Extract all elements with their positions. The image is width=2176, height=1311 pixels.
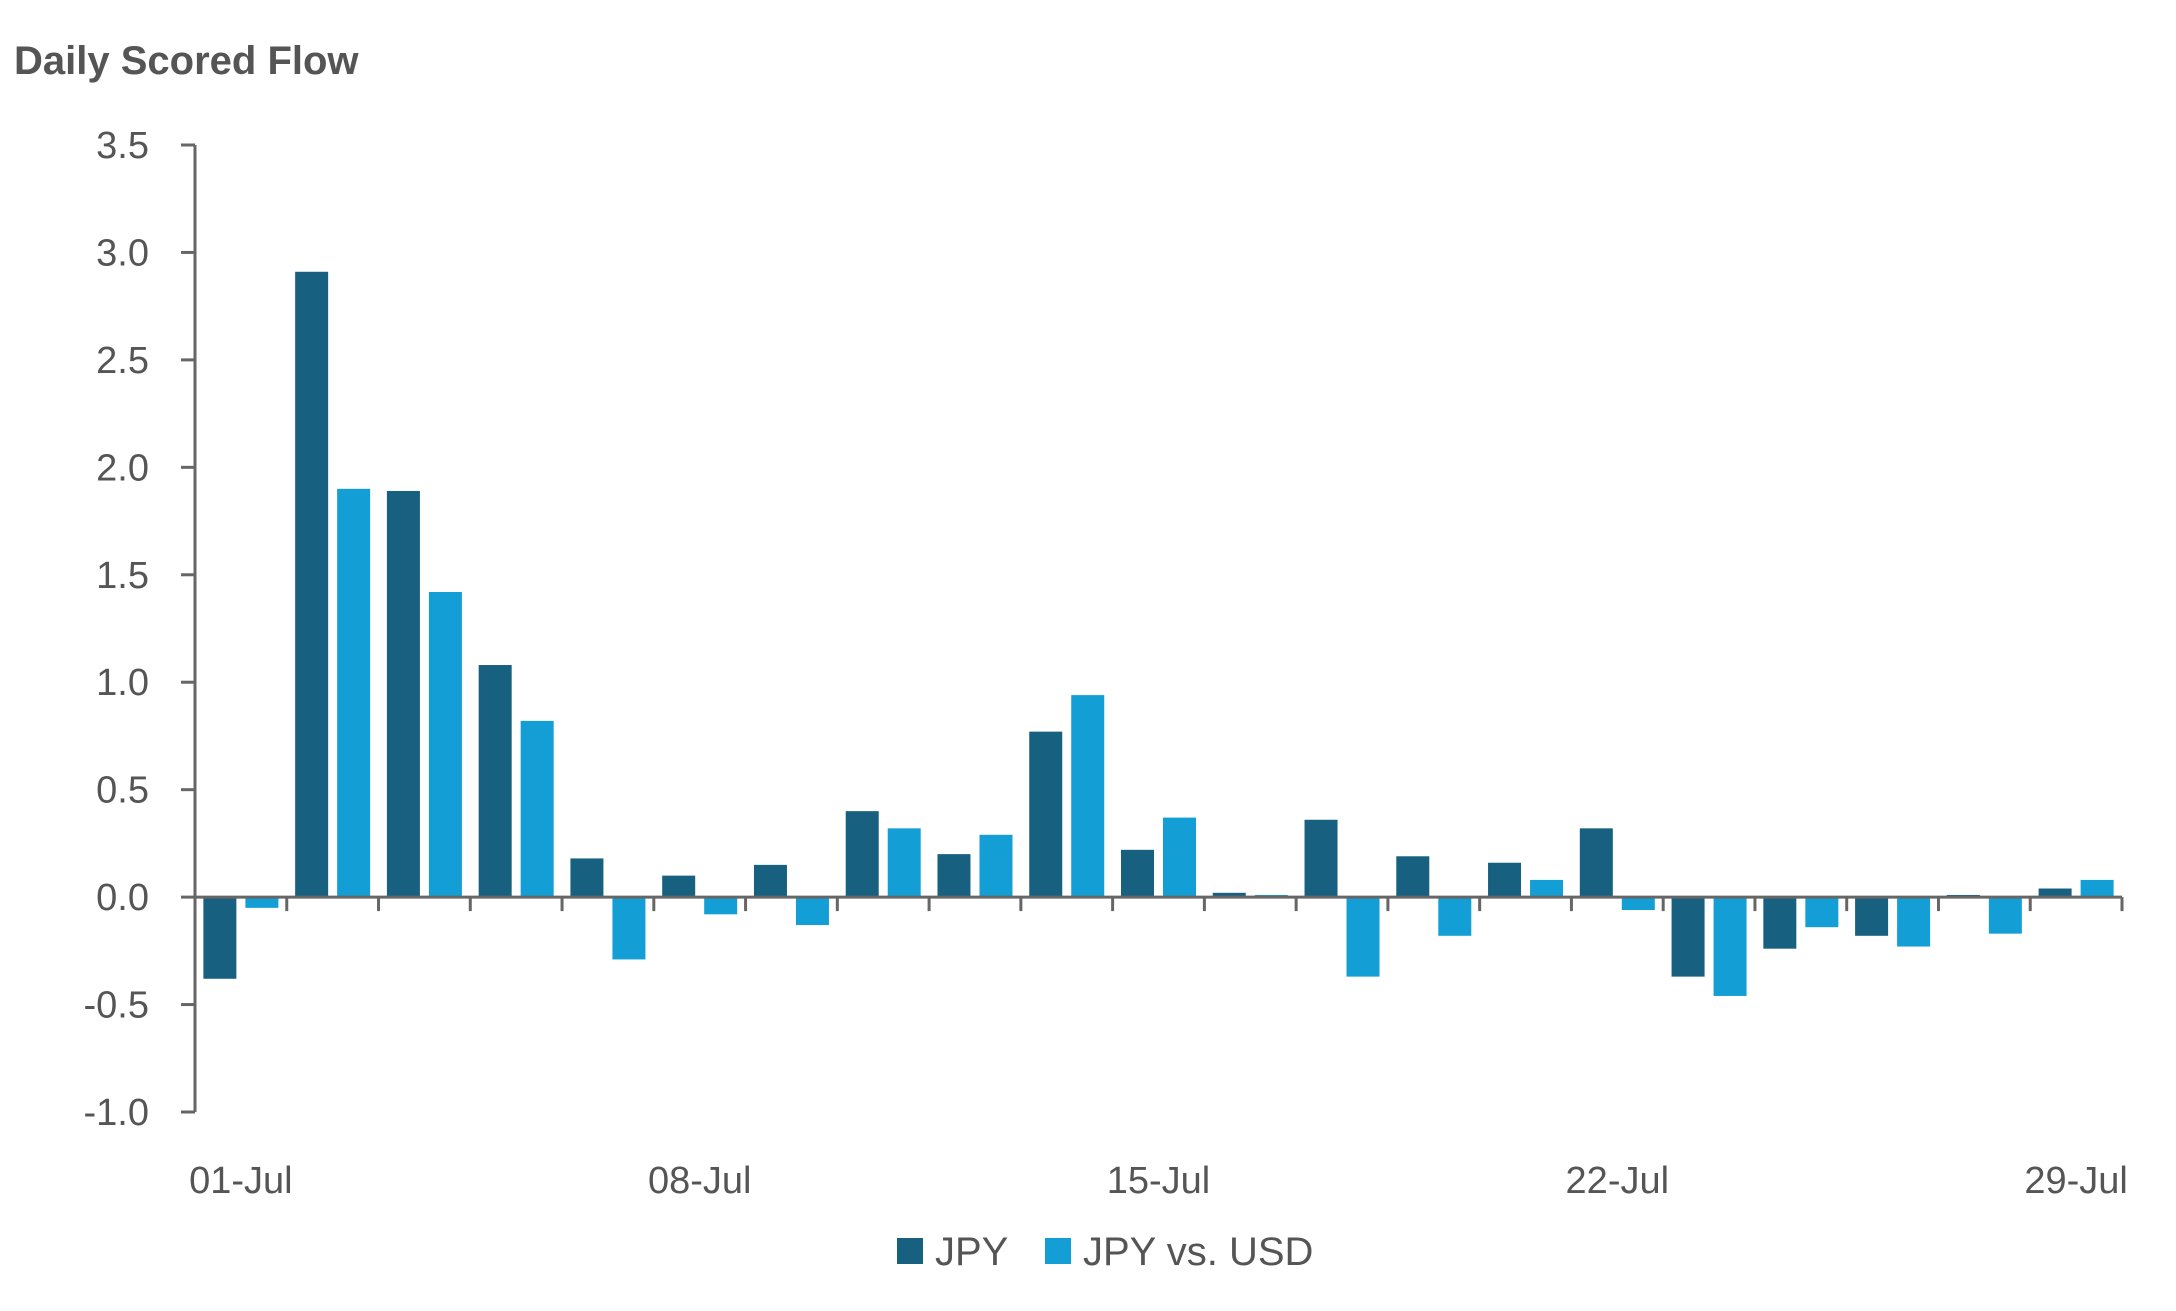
bar-jpy <box>295 271 329 898</box>
bar-jpy <box>478 665 512 898</box>
bar-jpy-vs-usd <box>1713 897 1747 996</box>
y-tick-label: 2.0 <box>96 447 149 489</box>
bar-jpy <box>1212 892 1246 898</box>
y-tick-label: 0.0 <box>96 877 149 919</box>
bar-jpy-vs-usd <box>1530 879 1564 898</box>
bar-jpy <box>662 875 696 898</box>
bar-jpy-vs-usd <box>520 720 554 898</box>
bar-jpy-vs-usd <box>428 591 462 898</box>
chart-title: Daily Scored Flow <box>14 39 359 83</box>
x-tick-label: 15-Jul <box>1107 1160 1211 1202</box>
bar-jpy-vs-usd <box>1346 897 1380 977</box>
bar-jpy-vs-usd <box>1071 695 1105 898</box>
bar-jpy <box>1763 897 1797 949</box>
legend-swatch <box>1045 1238 1071 1264</box>
bar-jpy-vs-usd <box>704 897 738 915</box>
bar-jpy <box>1396 856 1430 898</box>
bar-jpy <box>570 858 604 898</box>
bar-jpy-vs-usd <box>1438 897 1472 936</box>
bar-jpy <box>1304 819 1338 898</box>
bar-jpy-vs-usd <box>1988 897 2022 934</box>
legend-swatch <box>897 1238 923 1264</box>
legend: JPY JPY vs. USD <box>897 1230 1313 1274</box>
bar-jpy-vs-usd <box>1897 897 1931 947</box>
x-tick-label: 29-Jul <box>2024 1160 2128 1202</box>
bar-jpy-vs-usd <box>1805 897 1839 928</box>
bar-jpy <box>845 811 879 898</box>
bar-jpy <box>937 854 971 898</box>
bar-jpy-vs-usd <box>245 897 279 908</box>
legend-label: JPY <box>935 1230 1008 1274</box>
bar-jpy-vs-usd <box>337 488 371 898</box>
bar-jpy-vs-usd <box>1163 817 1196 898</box>
bar-jpy-vs-usd <box>887 828 921 898</box>
bar-jpy <box>1488 862 1522 898</box>
bar-jpy <box>1029 731 1063 898</box>
bar-jpy <box>203 897 237 979</box>
bars <box>203 271 2114 996</box>
y-tick-label: 0.5 <box>96 770 149 812</box>
bar-jpy-vs-usd <box>979 834 1013 898</box>
bar-jpy <box>2038 888 2072 898</box>
y-axis: 3.5 3.0 2.5 2.0 1.5 1.0 0.5 0.0 -0.5 -1.0 <box>84 125 197 1134</box>
x-axis: 01-Jul 08-Jul 15-Jul 22-Jul 29-Jul <box>189 895 2128 1202</box>
y-tick-label: 2.5 <box>96 340 149 382</box>
bar-jpy <box>753 864 787 898</box>
y-tick-label: 3.5 <box>96 125 149 167</box>
y-tick-label: -1.0 <box>84 1092 149 1134</box>
bar-jpy <box>386 490 420 898</box>
bar-jpy <box>1855 897 1889 936</box>
legend-label: JPY vs. USD <box>1083 1230 1313 1274</box>
bar-jpy <box>1579 828 1613 898</box>
bar-jpy-vs-usd <box>612 897 646 960</box>
x-tick-label: 22-Jul <box>1566 1160 1670 1202</box>
y-tick-label: -0.5 <box>84 985 149 1027</box>
bar-jpy-vs-usd <box>795 897 829 926</box>
y-tick-label: 1.0 <box>96 662 149 704</box>
x-tick-label: 01-Jul <box>189 1160 293 1202</box>
y-tick-label: 3.0 <box>96 232 149 274</box>
bar-jpy-vs-usd <box>2080 879 2114 898</box>
x-tick-label: 08-Jul <box>648 1160 752 1202</box>
bar-jpy <box>1121 849 1154 898</box>
bar-jpy <box>1671 897 1705 977</box>
bar-jpy-vs-usd <box>1621 897 1655 911</box>
y-tick-label: 1.5 <box>96 555 149 597</box>
